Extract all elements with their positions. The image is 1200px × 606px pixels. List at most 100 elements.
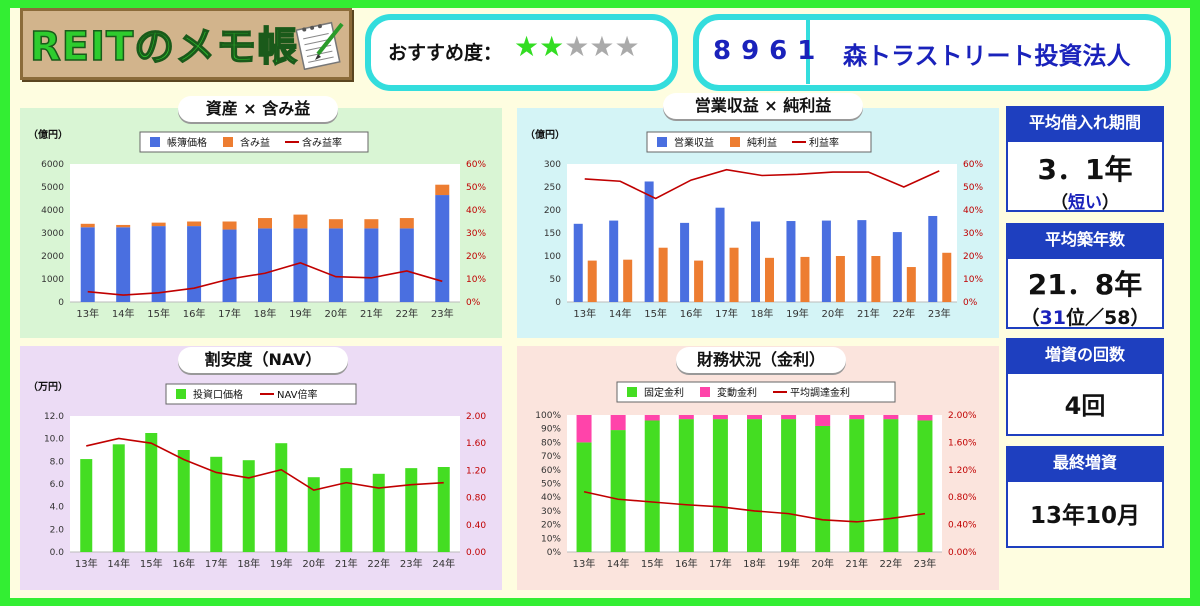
bar-純利益 bbox=[835, 256, 845, 302]
unit-label: （万円） bbox=[28, 380, 68, 393]
bar-帳簿価格 bbox=[80, 227, 95, 302]
bar-固定金利 bbox=[883, 419, 899, 552]
avg-loan-term-box: 3．1年 （短い） bbox=[1006, 140, 1164, 213]
avg-loan-term-note: （短い） bbox=[1051, 193, 1119, 213]
avg-age-heading: 平均築年数 bbox=[1006, 223, 1164, 257]
y-tick-label: 30% bbox=[541, 507, 561, 517]
rating-stars: ★★★★★ bbox=[514, 33, 640, 61]
bar-営業収益 bbox=[751, 221, 760, 302]
y2-tick-label: 30% bbox=[466, 229, 486, 239]
bar-含み益 bbox=[187, 221, 202, 227]
star-empty-icon: ★ bbox=[564, 30, 590, 63]
y2-tick-label: 20% bbox=[466, 252, 486, 262]
x-tick-label: 22年 bbox=[879, 557, 902, 570]
y-tick-label: 100% bbox=[535, 411, 561, 421]
legend-swatch bbox=[176, 389, 186, 399]
logo-text: REITのメモ帳 bbox=[29, 23, 299, 71]
y-tick-label: 4.0 bbox=[50, 503, 65, 513]
company-name: 森トラストリート投資法人 bbox=[843, 42, 1131, 70]
bar-投資口価格 bbox=[437, 467, 450, 552]
bar-投資口価格 bbox=[80, 459, 93, 552]
legend-box bbox=[646, 131, 872, 153]
bar-投資口価格 bbox=[275, 443, 288, 552]
star-filled-icon: ★ bbox=[539, 30, 565, 63]
unit-label: （億円） bbox=[28, 128, 68, 141]
y-tick-label: 0 bbox=[58, 298, 64, 308]
x-tick-label: 22年 bbox=[395, 307, 418, 320]
bar-含み益 bbox=[116, 224, 131, 228]
star-empty-icon: ★ bbox=[614, 30, 640, 63]
bar-営業収益 bbox=[715, 207, 725, 302]
avg-age-value: 21．8年 bbox=[1027, 268, 1143, 301]
bar-純利益 bbox=[871, 256, 881, 302]
bar-営業収益 bbox=[928, 215, 938, 302]
bar-営業収益 bbox=[609, 220, 619, 302]
y2-tick-label: 0.00 bbox=[466, 548, 486, 558]
x-tick-label: 20年 bbox=[822, 307, 845, 320]
bar-帳簿価格 bbox=[293, 228, 308, 302]
legend-swatch bbox=[730, 137, 740, 147]
legend-swatch bbox=[150, 137, 160, 147]
x-tick-label: 23年 bbox=[928, 307, 951, 320]
y2-tick-label: 1.60 bbox=[466, 439, 486, 449]
y-tick-label: 50 bbox=[550, 275, 562, 285]
y-tick-label: 0 bbox=[555, 298, 561, 308]
y2-tick-label: 0.40 bbox=[466, 521, 486, 531]
x-tick-label: 18年 bbox=[254, 307, 277, 320]
y-tick-label: 12.0 bbox=[44, 412, 64, 422]
y2-tick-label: 2.00% bbox=[948, 411, 977, 421]
last-capital-raise-box: 13年10月 bbox=[1006, 480, 1164, 548]
y-tick-label: 6000 bbox=[41, 160, 64, 170]
bar-含み益 bbox=[222, 221, 237, 230]
x-tick-label: 15年 bbox=[147, 307, 170, 320]
bar-投資口価格 bbox=[112, 444, 125, 552]
legend-label: 帳簿価格 bbox=[167, 136, 207, 149]
x-tick-label: 13年 bbox=[76, 307, 99, 320]
bar-変動金利 bbox=[712, 415, 728, 420]
bar-変動金利 bbox=[781, 415, 797, 420]
x-tick-label: 17年 bbox=[205, 557, 228, 570]
bar-変動金利 bbox=[644, 415, 660, 421]
y-tick-label: 2000 bbox=[41, 252, 64, 262]
bar-変動金利 bbox=[678, 415, 694, 420]
avg-loan-term-note-word: 短い bbox=[1068, 193, 1102, 213]
y2-tick-label: 30% bbox=[963, 229, 983, 239]
y-tick-label: 0.0 bbox=[50, 548, 65, 558]
bar-純利益 bbox=[800, 256, 810, 302]
y-tick-label: 1000 bbox=[41, 275, 64, 285]
bar-営業収益 bbox=[892, 232, 902, 302]
x-tick-label: 17年 bbox=[709, 557, 732, 570]
legend-label: 投資口価格 bbox=[193, 388, 243, 401]
x-tick-label: 20年 bbox=[325, 307, 348, 320]
y-tick-label: 250 bbox=[544, 183, 561, 193]
line-利益率 bbox=[584, 168, 940, 200]
capital-raise-count-box: 4回 bbox=[1006, 372, 1164, 436]
bar-固定金利 bbox=[576, 442, 592, 552]
x-tick-label: 21年 bbox=[857, 307, 880, 320]
y2-tick-label: 0.40% bbox=[948, 521, 977, 531]
x-tick-label: 13年 bbox=[75, 557, 98, 570]
plot-area bbox=[70, 416, 460, 552]
x-tick-label: 15年 bbox=[644, 307, 667, 320]
y2-tick-label: 40% bbox=[466, 206, 486, 216]
nav-title: 割安度（NAV） bbox=[178, 347, 348, 373]
ticker-code: 8961 bbox=[713, 36, 826, 66]
bar-帳簿価格 bbox=[151, 226, 166, 302]
x-tick-label: 21年 bbox=[335, 557, 358, 570]
bar-帳簿価格 bbox=[258, 228, 272, 302]
y-tick-label: 8.0 bbox=[50, 457, 65, 467]
bar-投資口価格 bbox=[372, 473, 385, 552]
x-tick-label: 13年 bbox=[573, 307, 596, 320]
y-tick-label: 20% bbox=[541, 521, 561, 531]
bar-固定金利 bbox=[712, 419, 728, 552]
legend-swatch bbox=[627, 387, 637, 397]
bar-変動金利 bbox=[883, 415, 899, 420]
bar-固定金利 bbox=[815, 425, 831, 552]
x-tick-label: 22年 bbox=[367, 557, 390, 570]
x-tick-label: 18年 bbox=[237, 557, 260, 570]
bar-純利益 bbox=[658, 247, 668, 302]
y-tick-label: 200 bbox=[544, 206, 561, 216]
bar-含み益 bbox=[258, 218, 272, 229]
x-tick-label: 19年 bbox=[289, 307, 312, 320]
x-tick-label: 23年 bbox=[400, 557, 423, 570]
